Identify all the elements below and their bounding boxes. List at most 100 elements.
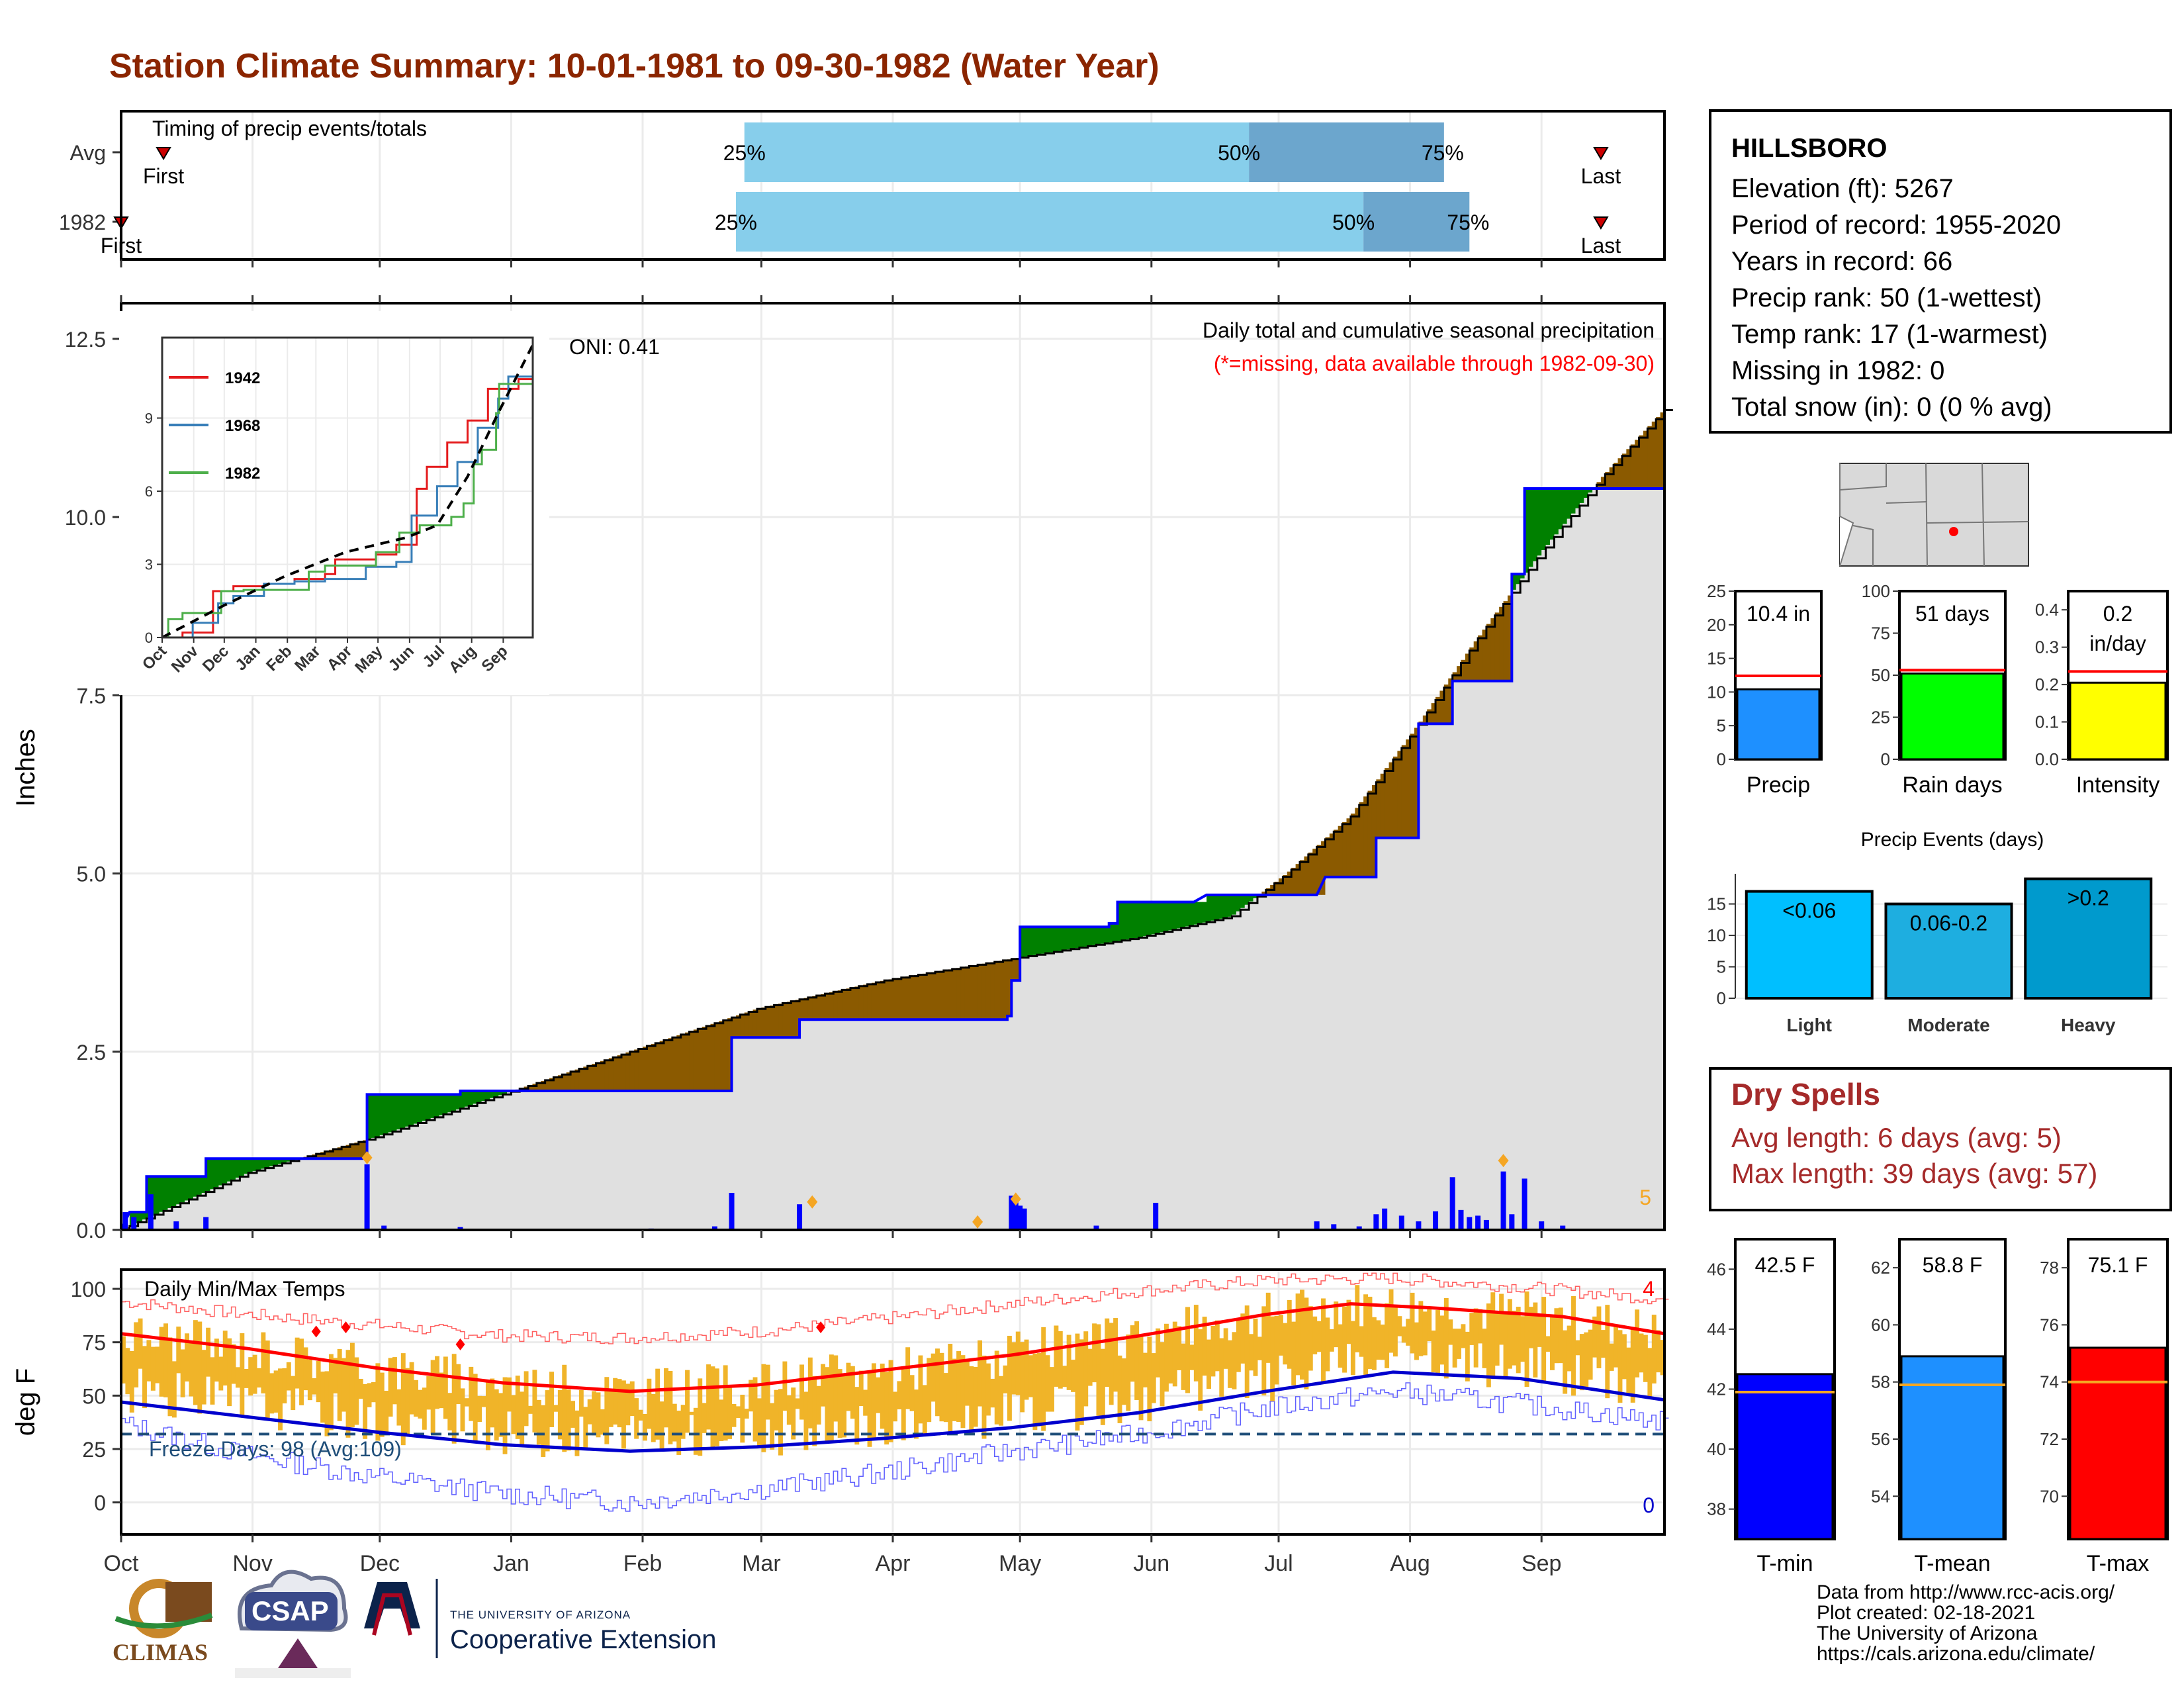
month-label: Apr [876,1551,911,1576]
below-avg-fill [1609,467,1614,489]
cum-base-fill [1660,489,1665,1230]
below-avg-fill [756,1008,762,1038]
below-avg-fill [1465,653,1470,681]
daily-temp-bar [969,1366,974,1433]
daily-precip-bar [711,1226,717,1230]
daily-temp-bar [756,1398,762,1448]
cum-base-fill [1007,1015,1012,1230]
cum-base-fill [532,1091,537,1230]
cum-base-fill [1308,894,1313,1230]
cum-base-fill [960,1019,966,1230]
daily-temp-bar [939,1352,944,1422]
above-avg-fill [1100,927,1105,944]
below-avg-fill [905,976,911,1020]
cum-base-fill [1028,955,1033,1230]
above-avg-fill [473,1091,478,1104]
daily-temp-bar [1371,1317,1377,1370]
month-label: Sep [1522,1551,1562,1576]
below-avg-fill [583,1066,588,1091]
cum-base-fill [1147,935,1152,1230]
daily-temp-bar [749,1380,754,1412]
below-avg-fill [345,1145,351,1159]
below-avg-fill [562,1074,567,1091]
cum-base-fill [1177,928,1182,1230]
daily-temp-bar [901,1369,906,1440]
climas-logo [114,1579,213,1638]
below-avg-fill [1287,871,1292,895]
daily-temp-bar [1134,1321,1140,1400]
daily-temp-bar [536,1399,541,1445]
below-avg-fill [689,1031,694,1091]
cum-base-fill [328,1158,334,1230]
cum-base-fill [1371,876,1377,1230]
daily-temp-bar [490,1378,495,1428]
above-avg-fill [1092,927,1097,945]
cum-base-fill [1350,876,1355,1230]
daily-temp-bar [1342,1306,1347,1373]
cum-base-fill [956,1019,962,1230]
cum-base-fill [943,1019,948,1230]
station-line: Years in record: 66 [1731,247,1953,276]
above-avg-fill [189,1176,194,1199]
below-avg-fill [1283,875,1288,895]
daily-temp-bar [422,1387,427,1430]
below-avg-fill [1427,709,1432,724]
below-avg-fill [643,1047,647,1091]
cum-base-fill [723,1091,728,1230]
temp-name: T-min [1757,1551,1813,1576]
daily-temp-bar [914,1389,919,1439]
daily-temp-bar [456,1364,461,1405]
cum-base-fill [303,1158,308,1230]
station-line: Missing in 1982: 0 [1731,356,1945,385]
daily-temp-bar [1473,1308,1479,1368]
below-avg-fill [1499,606,1504,681]
cum-base-fill [435,1116,439,1230]
above-avg-fill [1113,923,1118,942]
cum-base-fill [507,1092,512,1230]
daily-temp-bar [1388,1289,1394,1353]
below-avg-fill [740,1013,745,1038]
above-avg-fill [1096,927,1101,945]
daily-temp-bar [1100,1348,1105,1425]
below-avg-fill [1380,773,1385,838]
above-avg-fill [1058,927,1063,951]
daily-temp-bar [1274,1315,1279,1385]
cum-base-fill [1537,555,1542,1230]
cum-base-fill [1422,724,1428,1230]
daily-temp-bar [655,1368,660,1440]
daily-temp-bar [1160,1342,1165,1407]
daily-temp-bar [1385,1303,1390,1368]
daily-temp-bar [1083,1331,1089,1407]
daily-temp-bar [587,1399,592,1425]
cum-base-fill [1524,573,1529,1230]
daily-temp-bar [307,1359,312,1401]
below-avg-fill [939,970,944,1020]
below-avg-fill [358,1141,363,1159]
cum-base-fill [1558,529,1563,1230]
temp-bar [2069,1346,2167,1540]
daily-temp-bar [1524,1291,1529,1387]
below-avg-fill [1300,860,1304,895]
daily-temp-bar [621,1380,626,1449]
daily-temp-bar [659,1401,664,1451]
below-avg-fill [655,1042,660,1091]
daily-temp-bar [1036,1353,1042,1427]
cum-base-fill [222,1183,228,1230]
cum-base-fill [447,1112,453,1230]
daily-temp-bar [430,1360,435,1434]
daily-temp-bar [341,1358,347,1412]
cum-base-fill [833,1019,839,1230]
max-precip-marker [1010,1192,1021,1206]
cum-base-fill [345,1158,351,1230]
daily-temp-bar [1071,1360,1075,1392]
below-avg-fill [1015,958,1021,981]
daily-temp-bar [608,1389,614,1427]
summary-name: Rain days [1902,773,2002,798]
daily-precip-bar [797,1204,803,1230]
cum-base-fill [553,1091,559,1230]
above-avg-fill [1558,489,1563,530]
cum-base-fill [341,1158,347,1230]
cum-base-fill [1011,980,1017,1230]
below-avg-fill [1342,822,1347,877]
above-avg-fill [1066,927,1071,950]
